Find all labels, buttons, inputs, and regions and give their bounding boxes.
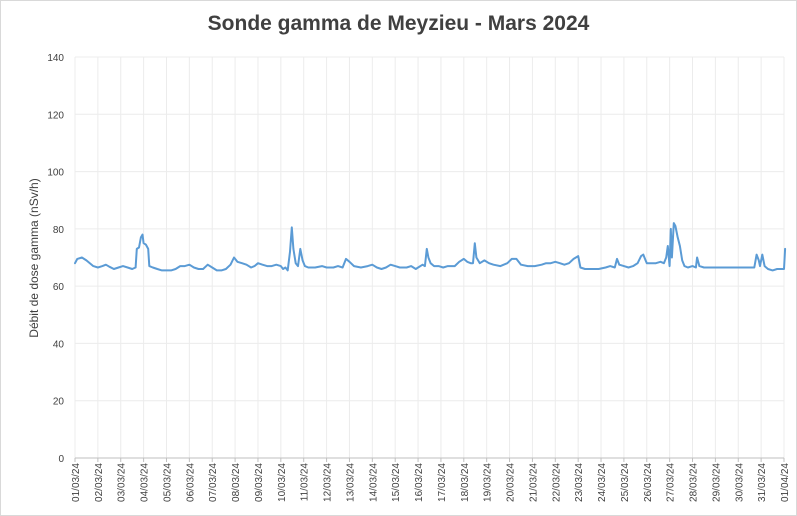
- x-tick-label: 11/03/24: [300, 463, 311, 502]
- y-tick-label: 60: [53, 282, 65, 293]
- y-tick-label: 80: [53, 225, 65, 236]
- x-tick-label: 26/03/24: [643, 463, 654, 502]
- x-tick-label: 13/03/24: [345, 463, 356, 502]
- x-tick-label: 07/03/24: [208, 463, 219, 502]
- x-tick-label: 02/03/24: [94, 463, 105, 502]
- x-tick-label: 15/03/24: [391, 463, 402, 502]
- x-tick-label: 16/03/24: [414, 463, 425, 502]
- x-tick-label: 20/03/24: [506, 463, 517, 502]
- x-tick-label: 23/03/24: [574, 463, 585, 502]
- x-tick-label: 21/03/24: [528, 463, 539, 502]
- chart-title: Sonde gamma de Meyzieu - Mars 2024: [207, 12, 590, 35]
- x-tick-label: 10/03/24: [277, 463, 288, 502]
- x-tick-label: 09/03/24: [254, 463, 265, 502]
- x-tick-label: 18/03/24: [460, 463, 471, 502]
- x-tick-label: 31/03/24: [757, 463, 768, 502]
- y-tick-label: 0: [58, 454, 64, 465]
- x-tick-label: 19/03/24: [483, 463, 494, 502]
- x-tick-label: 17/03/24: [437, 463, 448, 502]
- x-tick-label: 12/03/24: [323, 463, 334, 502]
- x-tick-label: 28/03/24: [689, 463, 700, 502]
- x-tick-label: 04/03/24: [140, 463, 151, 502]
- y-tick-label: 20: [53, 397, 65, 408]
- x-tick-label: 05/03/24: [162, 463, 173, 502]
- x-tick-label: 14/03/24: [368, 463, 379, 502]
- x-tick-label: 30/03/24: [734, 463, 745, 502]
- series-line: [74, 222, 787, 272]
- x-tick-label: 03/03/24: [117, 463, 128, 502]
- y-tick-label: 100: [47, 168, 64, 179]
- y-tick-label: 120: [47, 110, 64, 121]
- x-tick-label: 01/04/24: [780, 463, 791, 502]
- x-tick-label: 25/03/24: [620, 463, 631, 502]
- x-tick-label: 06/03/24: [185, 463, 196, 502]
- x-tick-label: 22/03/24: [551, 463, 562, 502]
- x-tick-label: 27/03/24: [666, 463, 677, 502]
- x-tick-label: 01/03/24: [71, 463, 82, 502]
- x-tick-label: 24/03/24: [597, 463, 608, 502]
- y-tick-label: 40: [53, 339, 65, 350]
- y-tick-label: 140: [47, 53, 64, 64]
- x-tick-label: 08/03/24: [231, 463, 242, 502]
- x-tick-label: 29/03/24: [711, 463, 722, 502]
